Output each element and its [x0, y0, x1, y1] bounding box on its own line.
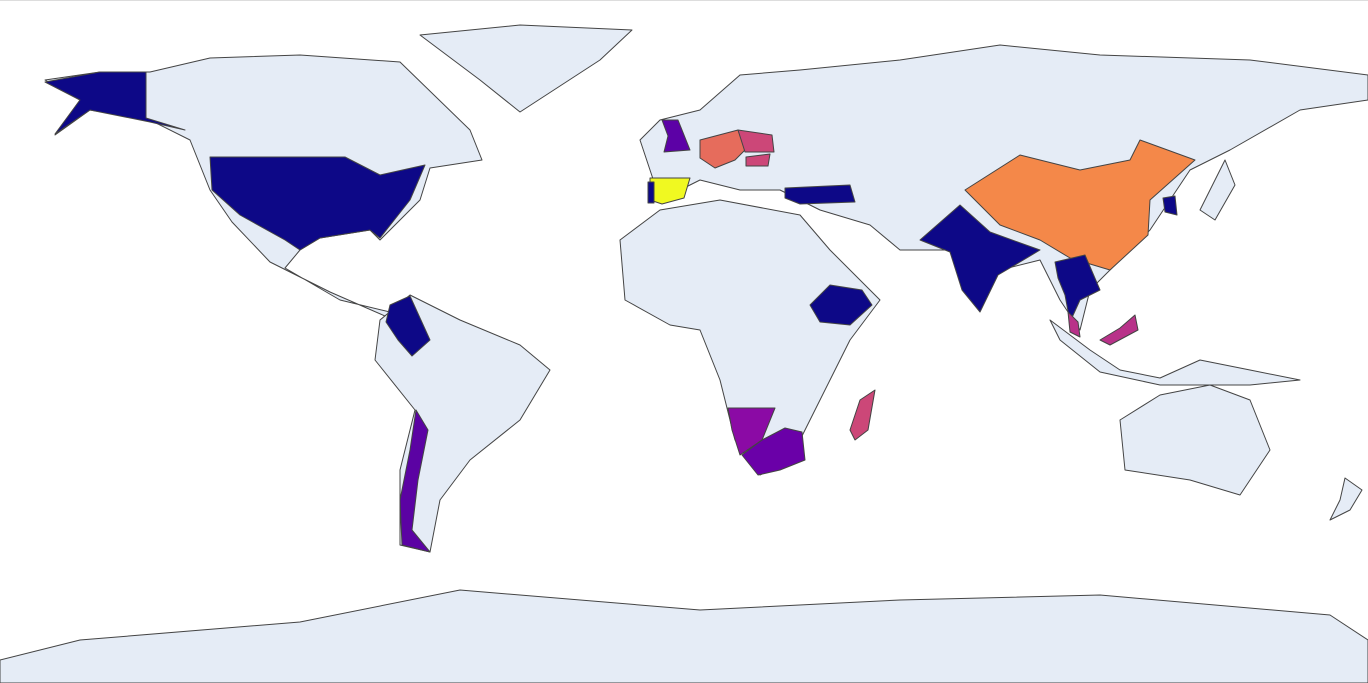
region-malaysia — [1067, 311, 1081, 338]
greenland — [419, 24, 633, 113]
region-ethiopia — [809, 284, 873, 326]
region-southeast-asia — [1054, 254, 1101, 323]
antarctica — [0, 589, 1368, 683]
region-korea — [1162, 195, 1178, 216]
region-chile — [399, 409, 431, 553]
region-namibia — [727, 407, 776, 456]
region-spain — [649, 177, 691, 205]
new-zealand — [1329, 477, 1363, 521]
region-hungary — [745, 153, 771, 167]
australia — [1119, 384, 1271, 496]
regions — [44, 71, 1196, 553]
south-america — [374, 294, 551, 553]
region-india-pakistan — [919, 204, 1041, 313]
region-colombia — [385, 295, 431, 357]
region-borneo — [1099, 314, 1139, 346]
region-portugal — [647, 181, 655, 204]
region-south-africa — [741, 427, 806, 476]
region-china — [964, 139, 1196, 271]
japan — [1199, 159, 1236, 221]
region-uk — [661, 119, 691, 153]
region-madagascar — [849, 389, 876, 441]
region-alaska — [44, 71, 186, 135]
region-poland — [737, 129, 775, 153]
africa — [619, 199, 881, 476]
region-usa — [209, 156, 426, 251]
region-turkey — [784, 184, 856, 205]
indonesia — [1049, 319, 1301, 386]
land — [0, 24, 1368, 683]
